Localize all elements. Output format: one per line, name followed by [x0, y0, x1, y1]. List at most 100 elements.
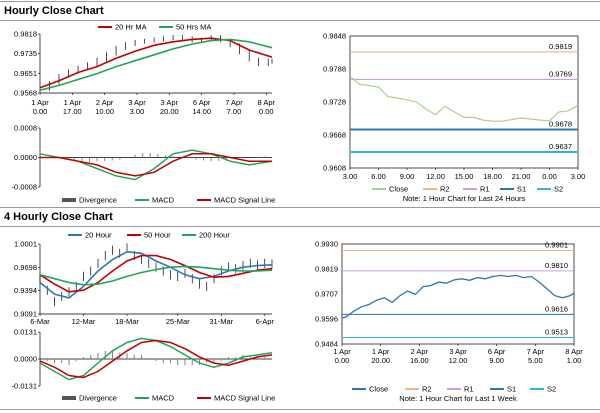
- hourly-24h-x-tick-label: 9.00: [400, 172, 415, 181]
- four-hourly-week-close-line: [341, 274, 575, 319]
- four-hourly-week-x-time: 12.00: [449, 356, 468, 365]
- hourly-50-hrs-ma-line: [39, 38, 273, 91]
- four-hourly-macd-legend-label: MACD: [152, 394, 175, 403]
- four-hourly-price-x-tick-label: 6-Mar: [30, 317, 50, 326]
- four-hourly-price-y-tick-label: 0.9394: [14, 286, 37, 295]
- hourly-price-x-time: 3.00: [130, 107, 145, 116]
- four-hourly-week-x-date: 1 Apr: [372, 347, 390, 356]
- four-hourly-week-x-time: 16.00: [410, 356, 429, 365]
- four-hourly-week-x-date: 2 Apr: [411, 347, 429, 356]
- hourly-section-title: Hourly Close Chart: [4, 5, 104, 17]
- hourly-price-x-date: 7 Apr: [225, 98, 243, 107]
- hourly-price-x-date: 2 Apr: [96, 98, 114, 107]
- hourly-24h-s2-legend-label: S2: [554, 185, 563, 194]
- four-hourly-week-s2-legend-label: S2: [547, 385, 556, 394]
- four-hourly-week-x-date: 7 Apr: [527, 347, 545, 356]
- four-hourly-week-plot-area: [341, 243, 575, 345]
- hourly-macd-y-tick-label: -0.0008: [12, 183, 37, 192]
- hourly-24h-plot-area: [349, 35, 579, 169]
- four-hourly-200-hour-line: [39, 265, 273, 286]
- four-hourly-price-x-tick-label: 18-Mar: [115, 317, 139, 326]
- hourly-24h-note: Note: 1 Hour Chart for Last 24 Hours: [403, 194, 526, 203]
- hourly-price-y-tick-label: 0.9818: [14, 30, 37, 39]
- four-hourly-week-y-tick-label: 0.9707: [315, 290, 338, 299]
- four-hourly-week-x-date: 3 Apr: [449, 347, 467, 356]
- four-hourly-price-y-tick-label: 1.0001: [14, 240, 37, 249]
- hourly-24h-y-tick-label: 0.9728: [323, 98, 346, 107]
- four-hourly-price-x-tick-label: 12-Mar: [72, 317, 96, 326]
- four-hourly-divergence-legend-swatch: [62, 396, 76, 400]
- four-hourly-price-y-tick-label: 0.9091: [14, 310, 37, 319]
- hourly-24h-x-tick-label: 15.00: [455, 172, 474, 181]
- hourly-24h-close-legend-label: Close: [389, 185, 408, 194]
- hourly-20hr-ma-legend-label: 20 Hr MA: [115, 23, 147, 32]
- hourly-24h-s1-legend-label: S1: [517, 185, 526, 194]
- four-hourly-price-x-tick-label: 31-Mar: [209, 317, 233, 326]
- four-hourly-macd-y-tick-label: -0.0131: [12, 382, 37, 391]
- four-hourly-week-r2-legend-label: R2: [422, 385, 432, 394]
- hourly-24h-x-tick-label: 12.00: [426, 172, 445, 181]
- hourly-24h-x-tick-label: 18.00: [483, 172, 502, 181]
- hourly-macd-y-tick-label: 0.0008: [14, 124, 37, 133]
- hourly-macd-legend-label: MACD: [152, 196, 175, 205]
- hourly-24h-y-tick-label: 0.9848: [323, 32, 346, 41]
- four-hourly-macd-signal-line: [39, 339, 273, 379]
- hourly-24h-x-tick-label: 0.00: [542, 172, 557, 181]
- four-hourly-price-y-tick-label: 0.9698: [14, 263, 37, 272]
- four-hourly-week-x-date: 8 Apr: [565, 347, 583, 356]
- hourly-price-y-tick-label: 0.9651: [14, 69, 37, 78]
- four-hourly-week-y-tick-label: 0.9484: [315, 340, 338, 349]
- hourly-24h-r2-legend-label: R2: [440, 185, 450, 194]
- four-hourly-title-underline: [0, 226, 600, 227]
- four-hourly-week-x-date: 1 Apr: [333, 347, 351, 356]
- four-hourly-50-hour-legend-label: 50 Hour: [144, 231, 171, 240]
- hourly-price-y-tick-label: 0.9735: [14, 49, 37, 58]
- four-hourly-macd-y-tick-label: 0.0000: [14, 355, 37, 364]
- hourly-divergence-legend-label: Divergence: [79, 196, 117, 205]
- hourly-24h-x-tick-label: 6.00: [371, 172, 386, 181]
- hourly-divergence-legend-swatch: [62, 198, 76, 202]
- hourly-macd-y-tick-label: 0.0000: [14, 153, 37, 162]
- hourly-24h-level-label: 0.9819: [549, 42, 572, 51]
- hourly-macd-signal-line: [40, 153, 272, 177]
- four-hourly-week-x-time: 1.00: [567, 356, 582, 365]
- four-hourly-week-level-label: 0.9616: [545, 304, 568, 313]
- hourly-20-hr-ma-line: [39, 37, 273, 89]
- four-hourly-section-title: 4 Hourly Close Chart: [4, 211, 113, 223]
- four-hourly-price-x-tick-label: 6-Apr: [256, 317, 275, 326]
- hourly-24h-level-label: 0.9769: [549, 69, 572, 78]
- hourly-24h-y-tick-label: 0.9788: [323, 65, 346, 74]
- hourly-price-x-time: 14.00: [192, 107, 211, 116]
- four-hourly-week-x-date: 6 Apr: [488, 347, 506, 356]
- four-hourly-week-y-tick-label: 0.9596: [315, 315, 338, 324]
- hourly-24h-close-line: [349, 75, 579, 122]
- four-hourly-200-hour-legend-label: 200 Hour: [199, 231, 230, 240]
- four-hourly-week-note: Note: 1 Hour Chart for Last 1 Week: [399, 394, 517, 403]
- four-hourly-20-hour-legend-label: 20 Hour: [85, 231, 112, 240]
- hourly-price-x-time: 0.00: [33, 107, 48, 116]
- four-hourly-week-x-time: 5.00: [528, 356, 543, 365]
- hourly-price-x-time: 7.00: [227, 107, 242, 116]
- hourly-50hrs-ma-legend-label: 50 Hrs MA: [176, 23, 211, 32]
- hourly-24h-y-tick-label: 0.9668: [323, 131, 346, 140]
- middle-separator: [0, 207, 600, 208]
- hourly-24h-level-label: 0.9678: [549, 120, 572, 129]
- four-hourly-macd-signal-legend-label: MACD Signal Line: [214, 394, 275, 403]
- hourly-title-underline: [0, 20, 600, 21]
- hourly-macd-signal-legend-label: MACD Signal Line: [214, 196, 275, 205]
- hourly-price-y-tick-label: 0.9568: [14, 89, 37, 98]
- hourly-macd-line: [39, 149, 273, 181]
- bottom-separator: [0, 409, 600, 410]
- hourly-price-x-date: 6 Apr: [193, 98, 211, 107]
- hourly-price-x-date: 8 Apr: [258, 98, 276, 107]
- four-hourly-week-x-time: 9.00: [489, 356, 504, 365]
- hourly-24h-x-tick-label: 3.00: [343, 172, 358, 181]
- hourly-price-x-date: 1 Apr: [31, 98, 49, 107]
- hourly-price-x-date: 1 Apr: [64, 98, 82, 107]
- four-hourly-week-x-time: 20.00: [371, 356, 390, 365]
- four-hourly-macd-y-tick-label: 0.0131: [14, 328, 37, 337]
- four-hourly-week-x-time: 0.00: [335, 356, 350, 365]
- hourly-price-x-time: 10.00: [95, 107, 114, 116]
- four-hourly-divergence-legend-label: Divergence: [79, 394, 117, 403]
- hourly-price-x-date: 3 Apr: [161, 98, 179, 107]
